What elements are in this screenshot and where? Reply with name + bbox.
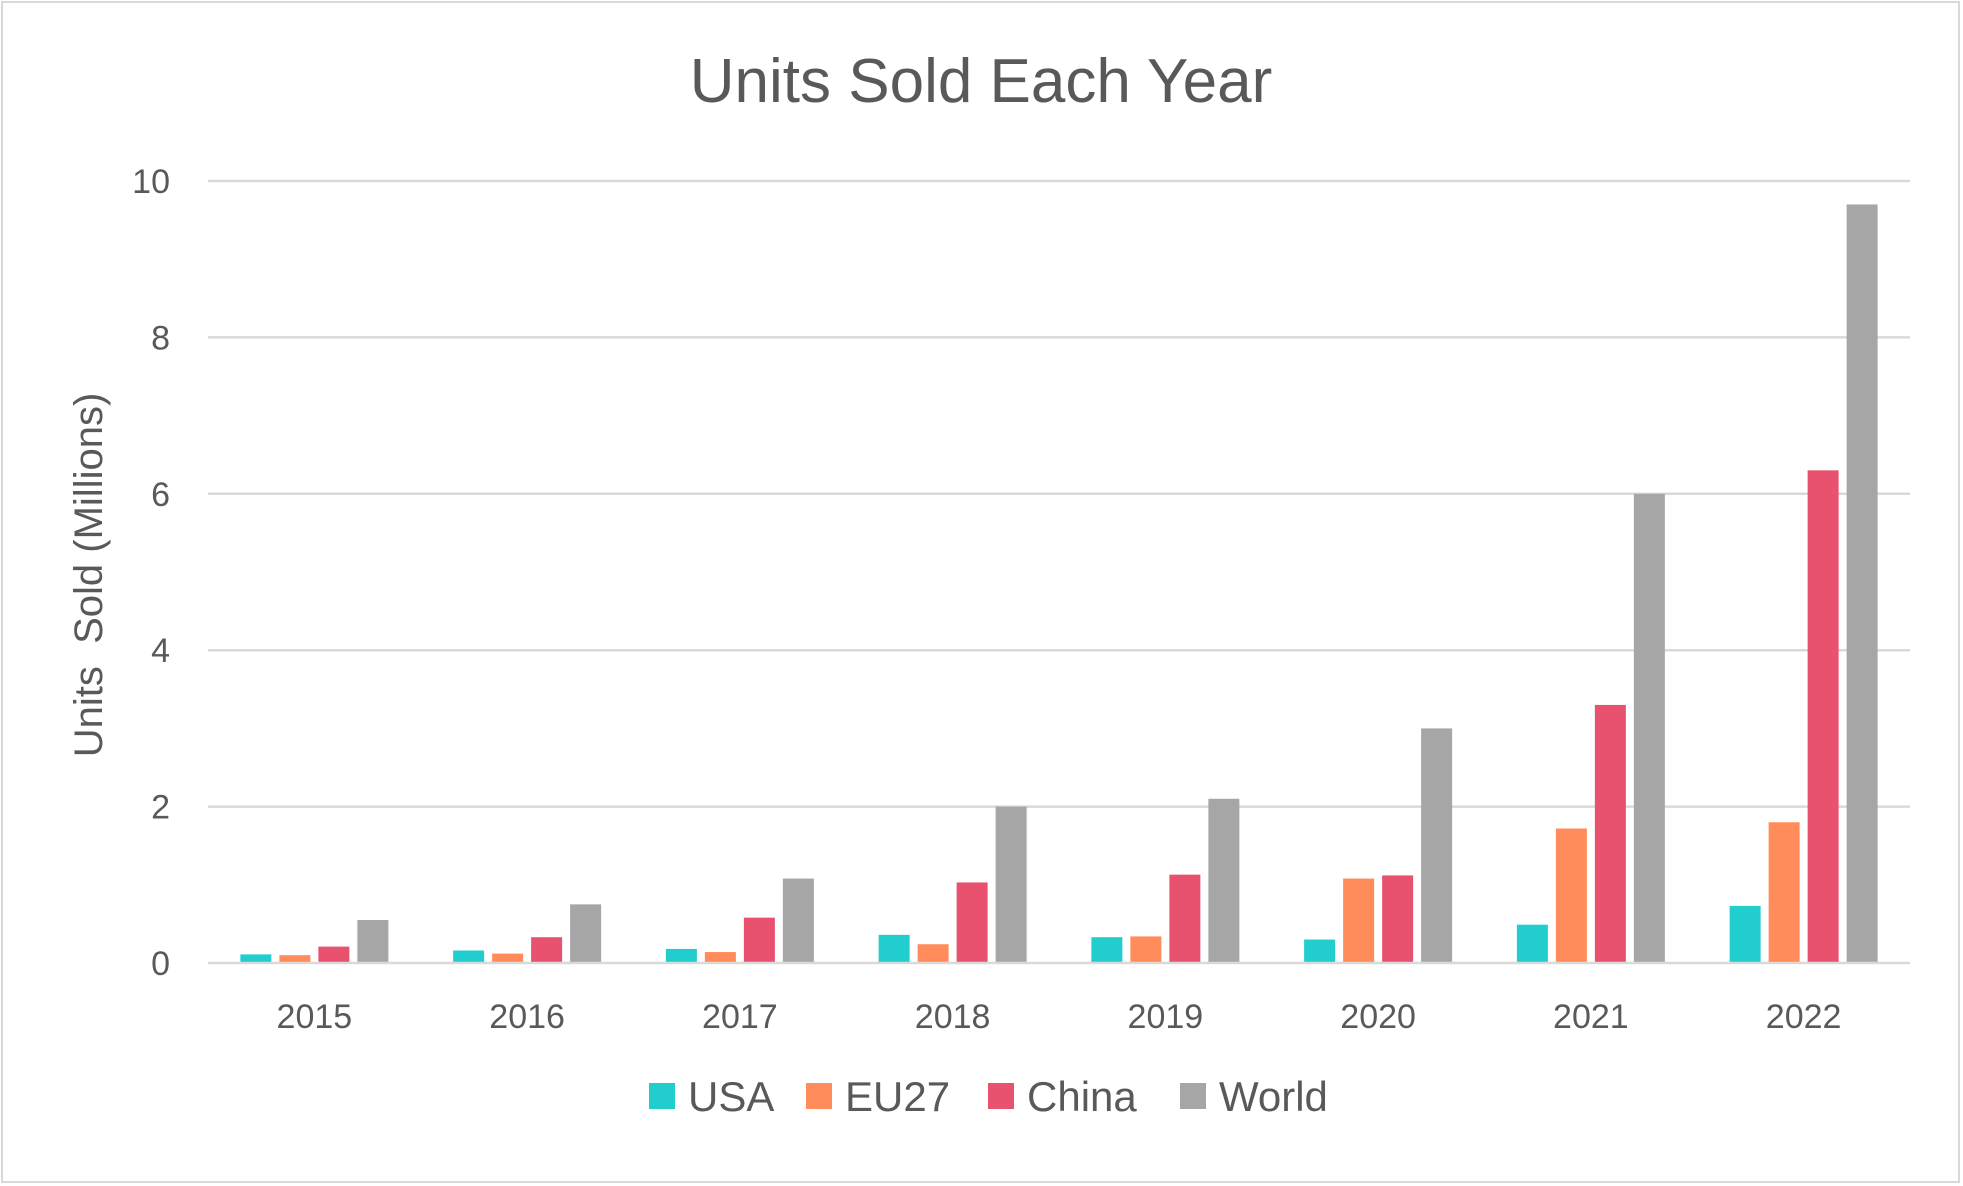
bar-world-2022	[1846, 204, 1878, 963]
y-tick-label: 10	[132, 163, 170, 201]
legend-label: World	[1219, 1073, 1328, 1120]
bar-world-2018	[995, 806, 1027, 963]
y-axis-ticks: 0 2 4 6 8 10	[132, 163, 170, 983]
x-tick-label: 2019	[1128, 998, 1204, 1036]
bar-china-2016	[531, 937, 563, 963]
legend: USA EU27 China World	[649, 1073, 1328, 1120]
legend-swatch	[1180, 1083, 1206, 1109]
bar-usa-2019	[1091, 937, 1123, 963]
y-axis-label: Units Sold (Millions)	[67, 393, 111, 758]
y-tick-label: 0	[151, 945, 170, 983]
legend-item-china: China	[988, 1073, 1137, 1120]
legend-label: China	[1027, 1073, 1137, 1120]
bar-world-2020	[1421, 728, 1453, 963]
legend-label: USA	[688, 1073, 774, 1120]
bar-china-2017	[743, 917, 775, 963]
bar-eu27-2017	[704, 952, 736, 963]
bar-eu27-2015	[279, 955, 311, 963]
bar-china-2015	[318, 946, 350, 963]
legend-item-usa: USA	[649, 1073, 774, 1120]
bar-usa-2018	[878, 934, 910, 963]
bar-usa-2022	[1729, 905, 1761, 963]
bar-world-2015	[357, 919, 389, 963]
legend-swatch	[806, 1083, 832, 1109]
chart-title: Units Sold Each Year	[690, 47, 1273, 116]
bar-world-2021	[1633, 493, 1665, 963]
legend-swatch	[649, 1083, 675, 1109]
bar-china-2022	[1807, 470, 1839, 963]
x-axis-ticks: 2015 2016 2017 2018 2019 2020 2021 2022	[277, 998, 1842, 1036]
x-tick-label: 2015	[277, 998, 353, 1036]
bar-china-2021	[1594, 704, 1626, 963]
y-tick-label: 6	[151, 476, 170, 514]
bar-usa-2015	[240, 954, 272, 963]
bar-eu27-2020	[1343, 878, 1375, 963]
y-tick-label: 4	[151, 632, 170, 670]
y-tick-label: 8	[151, 319, 170, 357]
bar-eu27-2018	[917, 944, 949, 963]
bar-eu27-2021	[1555, 828, 1587, 963]
bar-china-2018	[956, 882, 988, 963]
bar-eu27-2019	[1130, 936, 1162, 963]
x-tick-label: 2017	[702, 998, 778, 1036]
bar-china-2020	[1382, 875, 1414, 963]
bar-usa-2017	[665, 948, 697, 963]
legend-item-world: World	[1180, 1073, 1328, 1120]
x-tick-label: 2021	[1553, 998, 1629, 1036]
bar-usa-2021	[1516, 924, 1548, 963]
bar-eu27-2022	[1768, 822, 1800, 963]
bar-world-2016	[570, 904, 602, 963]
bar-world-2019	[1208, 798, 1240, 963]
bar-world-2017	[782, 878, 814, 963]
x-tick-label: 2022	[1766, 998, 1842, 1036]
y-tick-label: 2	[151, 789, 170, 827]
bars	[240, 204, 1878, 963]
bar-eu27-2016	[492, 953, 524, 963]
x-tick-label: 2018	[915, 998, 991, 1036]
legend-label: EU27	[845, 1073, 950, 1120]
gridlines	[208, 179, 1910, 808]
bar-china-2019	[1169, 874, 1201, 963]
legend-swatch	[988, 1083, 1014, 1109]
bar-usa-2020	[1304, 939, 1336, 963]
x-tick-label: 2016	[489, 998, 565, 1036]
legend-item-eu27: EU27	[806, 1073, 950, 1120]
bar-usa-2016	[453, 950, 485, 963]
x-tick-label: 2020	[1340, 998, 1416, 1036]
